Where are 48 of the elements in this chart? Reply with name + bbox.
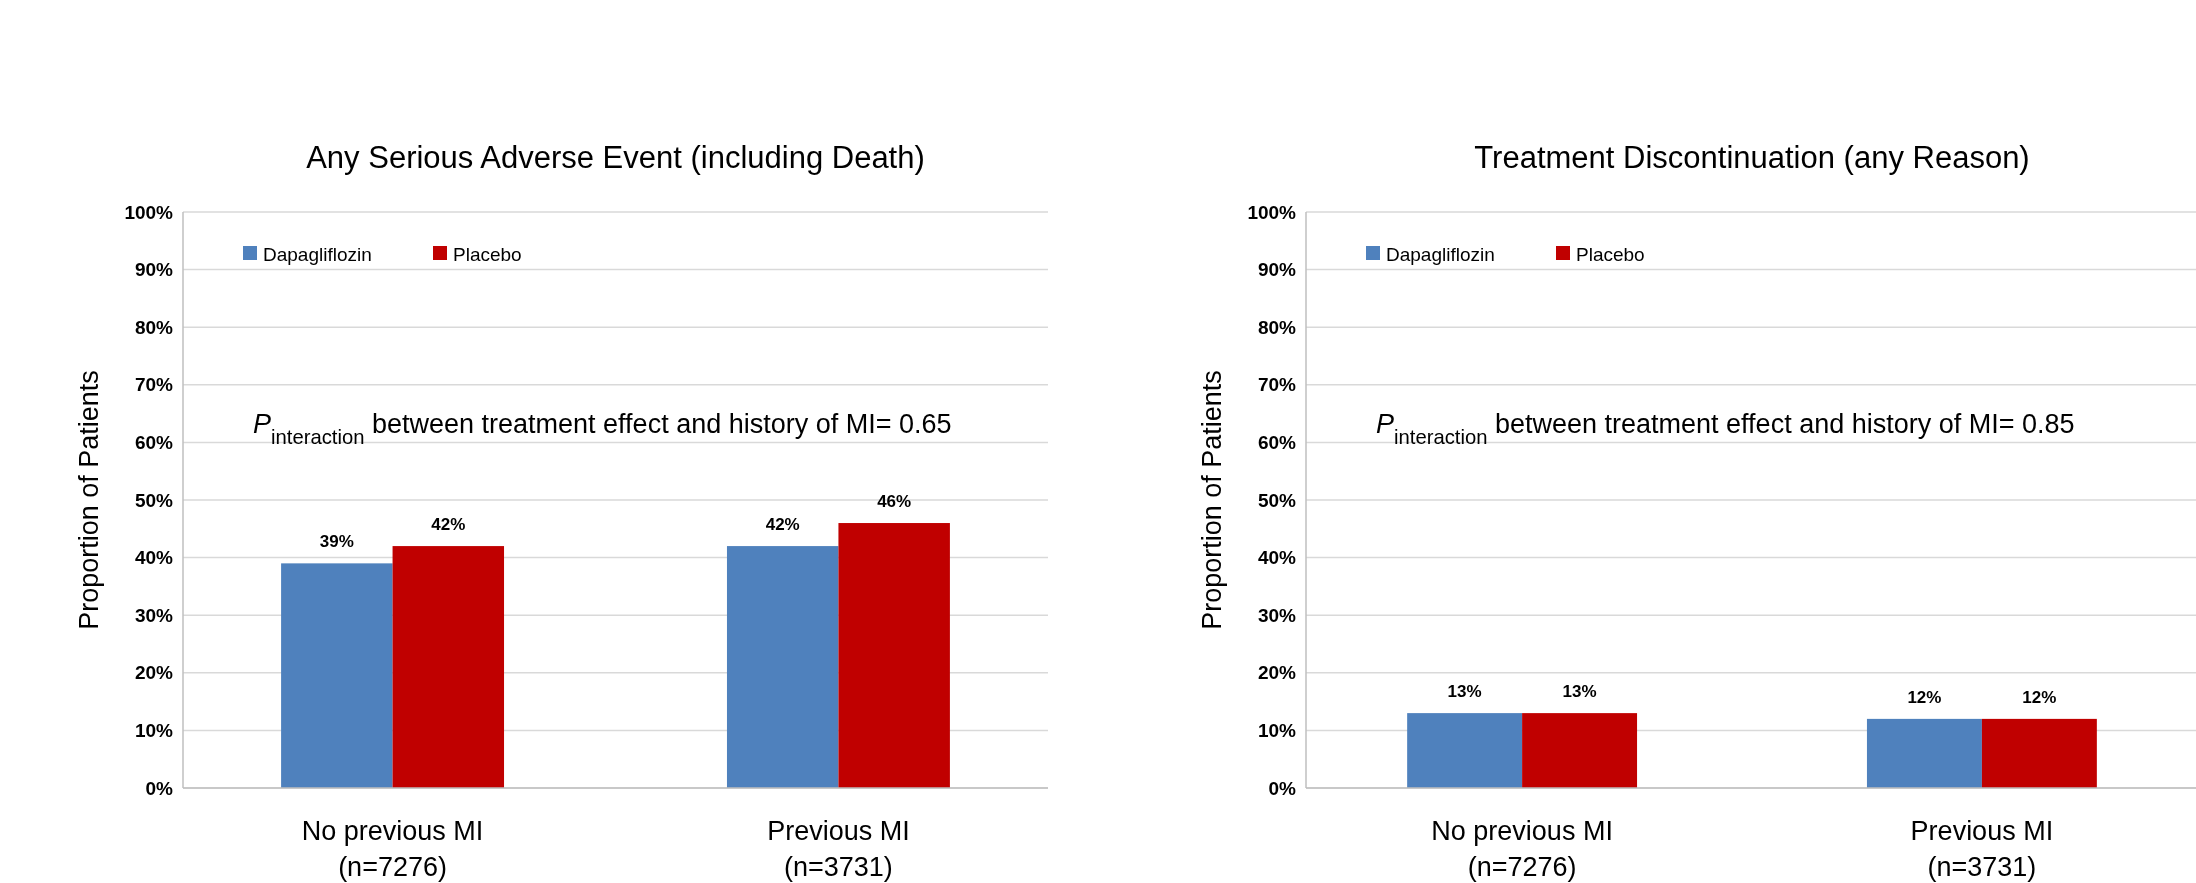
- bar: [726, 546, 839, 788]
- annotation: P$_{interaction}$ between treatment effect and history of MI= 0.65: [253, 409, 952, 448]
- data-label: 42%: [431, 515, 466, 535]
- bar: [281, 563, 393, 788]
- legend-label: Dapagliflozin: [1386, 243, 1495, 265]
- y-tick-label: 0%: [145, 777, 174, 799]
- chart-title: Treatment Discontinuation (any Reason): [1474, 140, 2030, 175]
- data-label: 12%: [2022, 687, 2057, 707]
- y-tick-label: 30%: [134, 604, 174, 626]
- chart-title: Any Serious Adverse Event (including Death): [306, 140, 925, 175]
- y-axis-title: Proportion of Patients: [74, 370, 104, 630]
- legend-label: Placebo: [453, 243, 522, 265]
- y-axis-title: Proportion of Patients: [1197, 370, 1227, 630]
- y-tick-label: 40%: [1257, 547, 1297, 569]
- y-tick-label: 100%: [1247, 201, 1297, 223]
- legend-label: Placebo: [1576, 243, 1645, 265]
- y-tick-label: 50%: [1257, 489, 1297, 511]
- data-label: 12%: [1907, 687, 1942, 707]
- data-label: 13%: [1562, 682, 1597, 702]
- data-label: 39%: [319, 532, 354, 552]
- y-tick-label: 90%: [134, 259, 174, 281]
- y-tick-label: 0%: [1268, 777, 1297, 799]
- data-label: 46%: [877, 492, 912, 512]
- data-label: 13%: [1447, 682, 1482, 702]
- y-tick-label: 80%: [1257, 316, 1297, 338]
- y-tick-label: 10%: [134, 720, 174, 742]
- y-tick-label: 20%: [1257, 662, 1297, 684]
- y-tick-label: 60%: [1257, 432, 1297, 454]
- y-tick-label: 40%: [134, 547, 174, 569]
- data-label: 42%: [765, 515, 800, 535]
- x-tick-label: No previous MI (n=7276): [1431, 816, 1613, 882]
- legend-label: Dapagliflozin: [263, 243, 372, 265]
- bar: [392, 546, 505, 788]
- x-tick-label: Previous MI (n=3731): [1910, 816, 2054, 882]
- y-tick-label: 70%: [1257, 374, 1297, 396]
- y-tick-label: 70%: [134, 374, 174, 396]
- y-tick-label: 30%: [1257, 604, 1297, 626]
- y-tick-label: 10%: [1257, 720, 1297, 742]
- bar: [838, 523, 950, 788]
- y-tick-label: 60%: [134, 432, 174, 454]
- annotation: P$_{interaction}$ between treatment effect and history of MI= 0.85: [1376, 409, 2075, 448]
- y-tick-label: 90%: [1257, 259, 1297, 281]
- y-tick-label: 80%: [134, 316, 174, 338]
- x-tick-label: Previous MI (n=3731): [767, 816, 910, 882]
- y-tick-label: 100%: [124, 201, 174, 223]
- y-tick-label: 50%: [134, 489, 174, 511]
- x-tick-label: No previous MI (n=7276): [301, 816, 484, 882]
- y-tick-label: 20%: [134, 662, 174, 684]
